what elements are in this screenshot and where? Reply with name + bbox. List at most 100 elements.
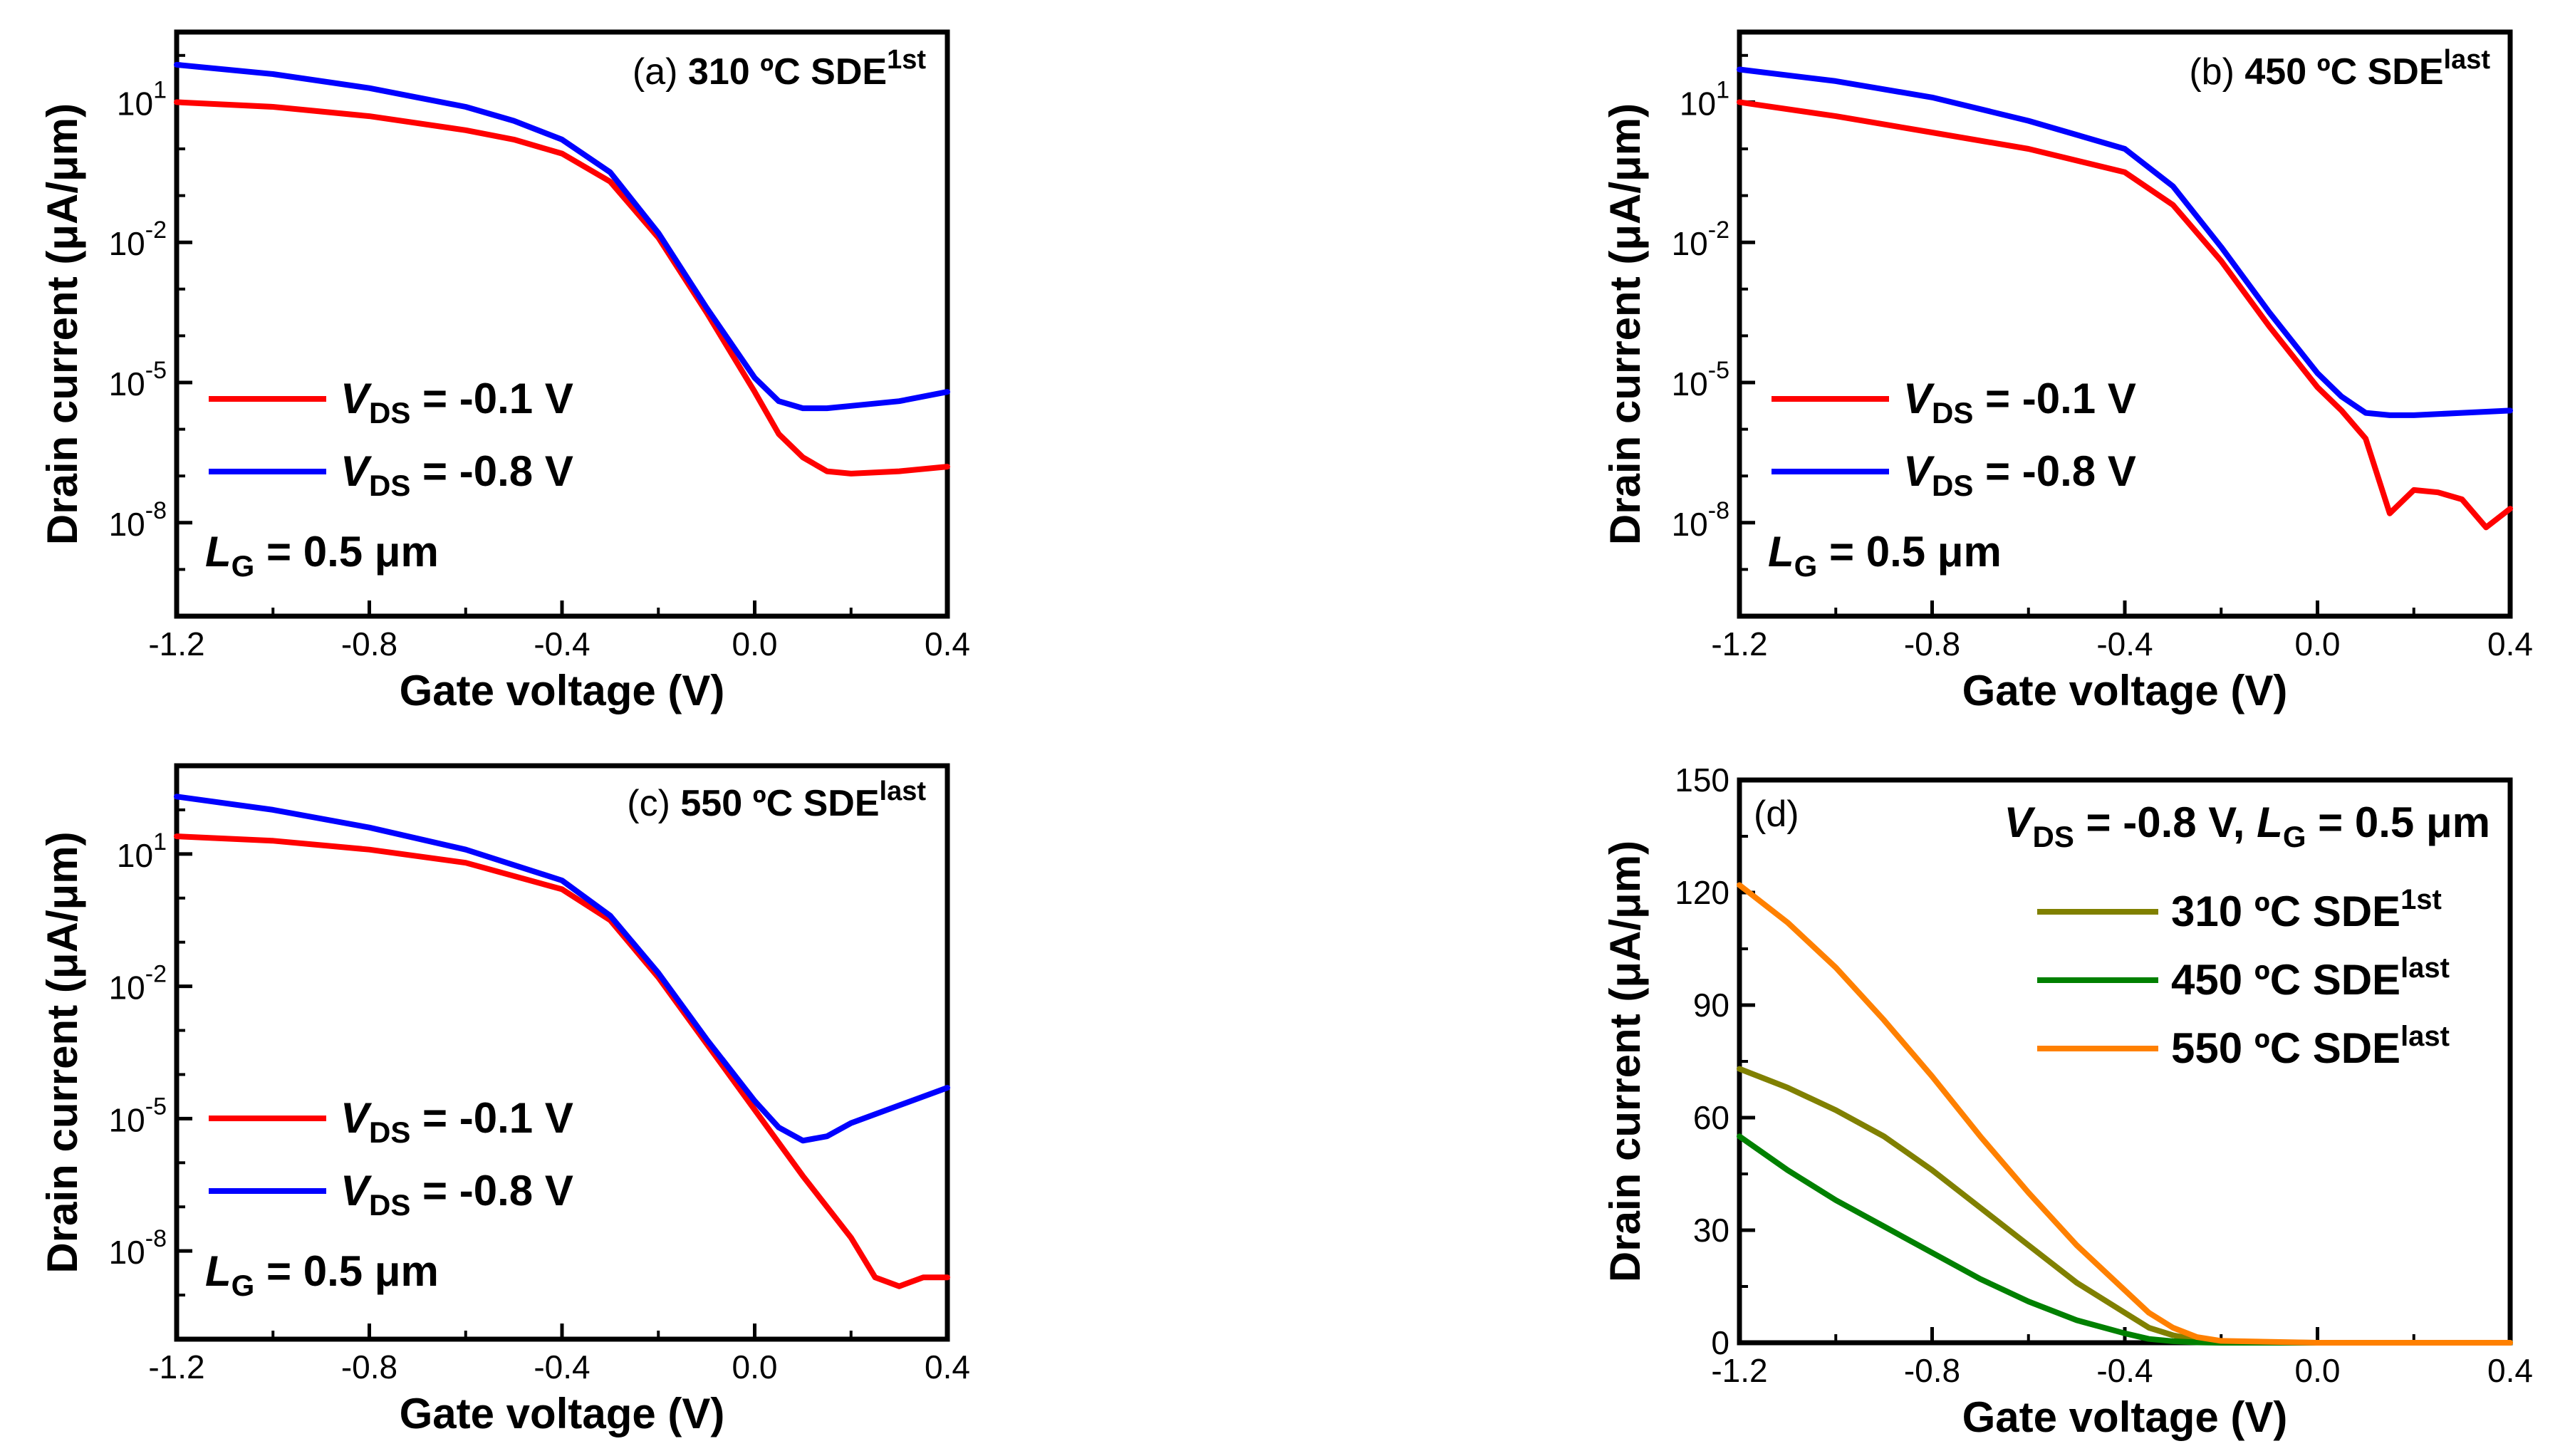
panel-title: (d) bbox=[1754, 794, 1799, 835]
legend-temp: 310 ºC SDE bbox=[2171, 888, 2400, 935]
y-tick-label: 10-8 bbox=[1672, 497, 1729, 543]
chart-panel-d: -1.2 -0.8 -0.4 0.0 0.4 0 30 60 90 120 150 Gate volt… bbox=[1601, 761, 2533, 1441]
legend-value: = -0.1 V bbox=[410, 1094, 573, 1142]
y-axis-title: Drain current (μA/μm) bbox=[1601, 841, 1649, 1282]
panel-temperature: 550 bbox=[680, 783, 742, 824]
x-tick-label: -0.4 bbox=[534, 1348, 590, 1385]
cond-l-var: L bbox=[2257, 799, 2283, 846]
legend-temp: 450 ºC SDE bbox=[2171, 956, 2400, 1004]
y-tick-label: 10-8 bbox=[109, 497, 167, 543]
x-axis-title: Gate voltage (V) bbox=[1962, 1393, 2288, 1441]
legend-value: = -0.8 V bbox=[410, 1167, 573, 1215]
lg-var: L bbox=[205, 1247, 231, 1295]
x-tick-label: -0.4 bbox=[2096, 1352, 2153, 1389]
legend-var: V bbox=[1903, 447, 1935, 495]
y-tick-label: 0 bbox=[1711, 1324, 1729, 1361]
x-tick-label: -0.4 bbox=[534, 625, 590, 662]
x-axis-title: Gate voltage (V) bbox=[400, 667, 725, 714]
legend-label-0: 310 ºC SDE1st bbox=[2171, 884, 2442, 935]
gate-length-annotation: LG = 0.5 μm bbox=[1768, 528, 2002, 583]
y-tick-label: 10-5 bbox=[109, 357, 167, 402]
lg-sub: G bbox=[231, 1269, 255, 1302]
y-tick-base: 10 bbox=[1672, 365, 1708, 402]
y-tick-label: 120 bbox=[1675, 874, 1729, 911]
series-line-1 bbox=[1737, 66, 2513, 418]
y-tick-label: 90 bbox=[1693, 987, 1729, 1024]
y-tick-label: 30 bbox=[1693, 1212, 1729, 1249]
x-tick-label: -1.2 bbox=[148, 1348, 204, 1385]
legend-value: = -0.1 V bbox=[1973, 375, 2135, 422]
x-axis-title: Gate voltage (V) bbox=[1962, 667, 2288, 714]
y-axis-title: Drain current (μA/μm) bbox=[1601, 103, 1649, 545]
lg-value: = 0.5 μm bbox=[254, 528, 439, 576]
y-tick-exponent: 1 bbox=[153, 76, 167, 103]
legend-label-0: VDS = -0.1 V bbox=[340, 375, 573, 430]
y-tick-label: 10-2 bbox=[1672, 217, 1729, 262]
y-tick-base: 10 bbox=[109, 365, 145, 402]
panel-process-superscript: last bbox=[880, 776, 927, 806]
y-tick-label: 10-8 bbox=[109, 1225, 167, 1271]
y-tick-base: 10 bbox=[109, 506, 145, 543]
y-tick-exponent: -2 bbox=[1708, 217, 1729, 244]
panel-label: (c) bbox=[627, 783, 670, 824]
legend-sup: last bbox=[2400, 1021, 2450, 1052]
x-tick-label: -0.8 bbox=[341, 625, 397, 662]
y-tick-base: 10 bbox=[117, 837, 153, 874]
cond-v-sub: DS bbox=[2033, 820, 2074, 853]
panel-temperature: 310 bbox=[688, 51, 750, 93]
y-tick-label: 60 bbox=[1693, 1099, 1729, 1136]
legend-sub: DS bbox=[369, 1116, 410, 1149]
y-tick-exponent: -5 bbox=[1708, 357, 1729, 384]
lg-var: L bbox=[205, 528, 231, 576]
x-tick-label: 0.0 bbox=[2295, 1352, 2341, 1389]
panel-temperature-unit: ºC bbox=[760, 51, 801, 93]
y-tick-label: 101 bbox=[117, 828, 167, 874]
y-tick-label: 10-5 bbox=[109, 1093, 167, 1138]
legend-sub: DS bbox=[1932, 396, 1973, 430]
cond-v-var: V bbox=[2004, 799, 2036, 846]
panel-temperature-unit: ºC bbox=[753, 783, 794, 824]
x-tick-label: -1.2 bbox=[148, 625, 204, 662]
y-tick-exponent: -2 bbox=[145, 217, 167, 244]
y-tick-base: 10 bbox=[1680, 85, 1716, 122]
y-tick-base: 10 bbox=[1672, 225, 1708, 262]
lg-sub: G bbox=[1794, 549, 1818, 583]
y-tick-base: 10 bbox=[109, 1234, 145, 1271]
gate-length-annotation: LG = 0.5 μm bbox=[205, 1247, 439, 1302]
panel-label: (a) bbox=[633, 51, 678, 93]
x-tick-label: 0.4 bbox=[2487, 1352, 2533, 1389]
lg-var: L bbox=[1768, 528, 1794, 576]
legend-label-2: 550 ºC SDElast bbox=[2171, 1021, 2450, 1072]
legend-sub: DS bbox=[369, 469, 410, 502]
y-axis-title: Drain current (μA/μm) bbox=[38, 831, 86, 1273]
y-tick-exponent: -8 bbox=[145, 497, 167, 524]
y-tick-label: 150 bbox=[1675, 761, 1729, 799]
x-tick-label: 0.4 bbox=[2487, 625, 2533, 662]
x-tick-label: 0.0 bbox=[732, 625, 778, 662]
legend-var: V bbox=[340, 447, 373, 495]
cond-v-value: = -0.8 V, bbox=[2074, 799, 2257, 846]
x-tick-label: 0.0 bbox=[732, 1348, 778, 1385]
y-tick-exponent: 1 bbox=[1716, 76, 1729, 103]
legend-var: V bbox=[1903, 375, 1935, 422]
legend-value: = -0.8 V bbox=[410, 447, 573, 495]
panel-temperature: 450 bbox=[2244, 51, 2306, 93]
legend-label-0: VDS = -0.1 V bbox=[1903, 375, 2136, 430]
cond-l-sub: G bbox=[2283, 820, 2306, 853]
x-tick-label: 0.4 bbox=[925, 1348, 970, 1385]
legend-label-0: VDS = -0.1 V bbox=[340, 1094, 573, 1149]
series-line-0 bbox=[1737, 99, 2513, 531]
legend-value: = -0.1 V bbox=[410, 375, 573, 422]
series-line-1 bbox=[174, 61, 950, 412]
lg-value: = 0.5 μm bbox=[254, 1247, 439, 1295]
lg-sub: G bbox=[231, 549, 255, 583]
x-tick-label: -0.8 bbox=[1904, 625, 1960, 662]
x-tick-label: -0.8 bbox=[341, 1348, 397, 1385]
y-tick-label: 101 bbox=[1680, 76, 1729, 122]
panel-title: (b) 450 ºC SDElast bbox=[2189, 45, 2490, 93]
x-tick-label: 0.4 bbox=[925, 625, 970, 662]
y-tick-base: 10 bbox=[109, 225, 145, 262]
panel-label: (d) bbox=[1754, 794, 1799, 835]
